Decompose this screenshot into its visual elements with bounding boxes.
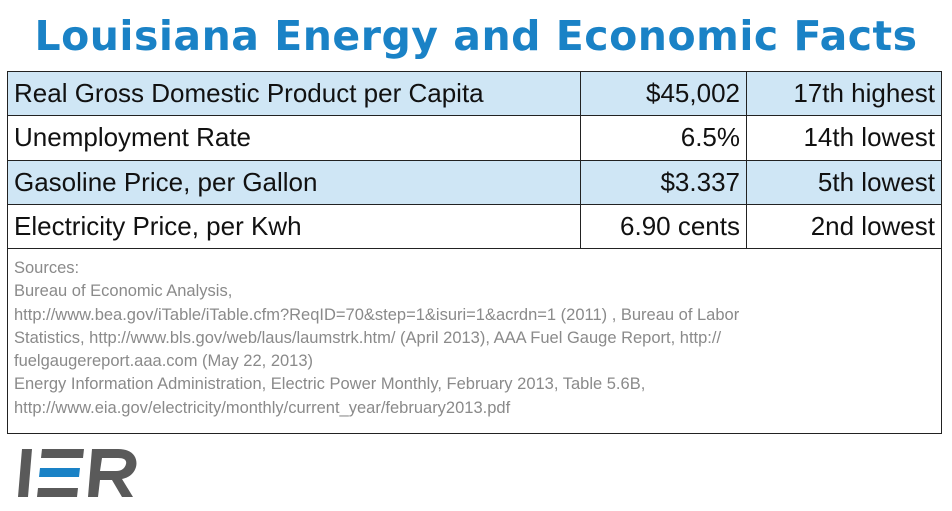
source-line: http://www.eia.gov/electricity/monthly/c… [14,398,511,417]
row-rank: 17th highest [746,70,942,117]
row-value: $45,002 [580,70,747,117]
sources-box: Sources: Bureau of Economic Analysis, ht… [7,249,942,434]
table-row: Real Gross Domestic Product per Capita $… [7,70,942,117]
row-rank: 2nd lowest [746,203,942,250]
page-title: Louisiana Energy and Economic Facts [34,12,918,60]
logo-e-bar-top [41,449,84,458]
source-line: fuelgaugereport.aaa.com (May 22, 2013) [14,352,314,371]
row-rank: 5th lowest [746,159,942,205]
row-label: Electricity Price, per Kwh [7,203,581,250]
row-label: Gasoline Price, per Gallon [7,159,581,205]
row-label: Unemployment Rate [7,115,581,161]
source-line: http://www.bea.gov/iTable/iTable.cfm?Req… [14,305,740,324]
table-row: Unemployment Rate 6.5% 14th lowest [7,115,942,161]
facts-table: Real Gross Domestic Product per Capita $… [7,70,942,250]
row-label: Real Gross Domestic Product per Capita [7,70,581,117]
table-row: Electricity Price, per Kwh 6.90 cents 2n… [7,203,942,250]
logo-e-bar-middle [39,468,80,477]
sources-heading: Sources: [14,259,80,277]
row-rank: 14th lowest [746,115,942,161]
source-line: Bureau of Economic Analysis, [14,282,233,301]
ier-logo [18,449,137,497]
source-line: Statistics, http://www.bls.gov/web/laus/… [14,328,722,347]
logo-e-bar-bottom [37,488,78,497]
source-line: Energy Information Administration, Elect… [14,375,646,394]
row-value: $3.337 [580,159,747,205]
logo-letter-r [88,449,137,497]
row-value: 6.5% [580,115,747,161]
row-value: 6.90 cents [580,203,747,250]
logo-letter-i [18,449,32,497]
table-row: Gasoline Price, per Gallon $3.337 5th lo… [7,159,942,205]
